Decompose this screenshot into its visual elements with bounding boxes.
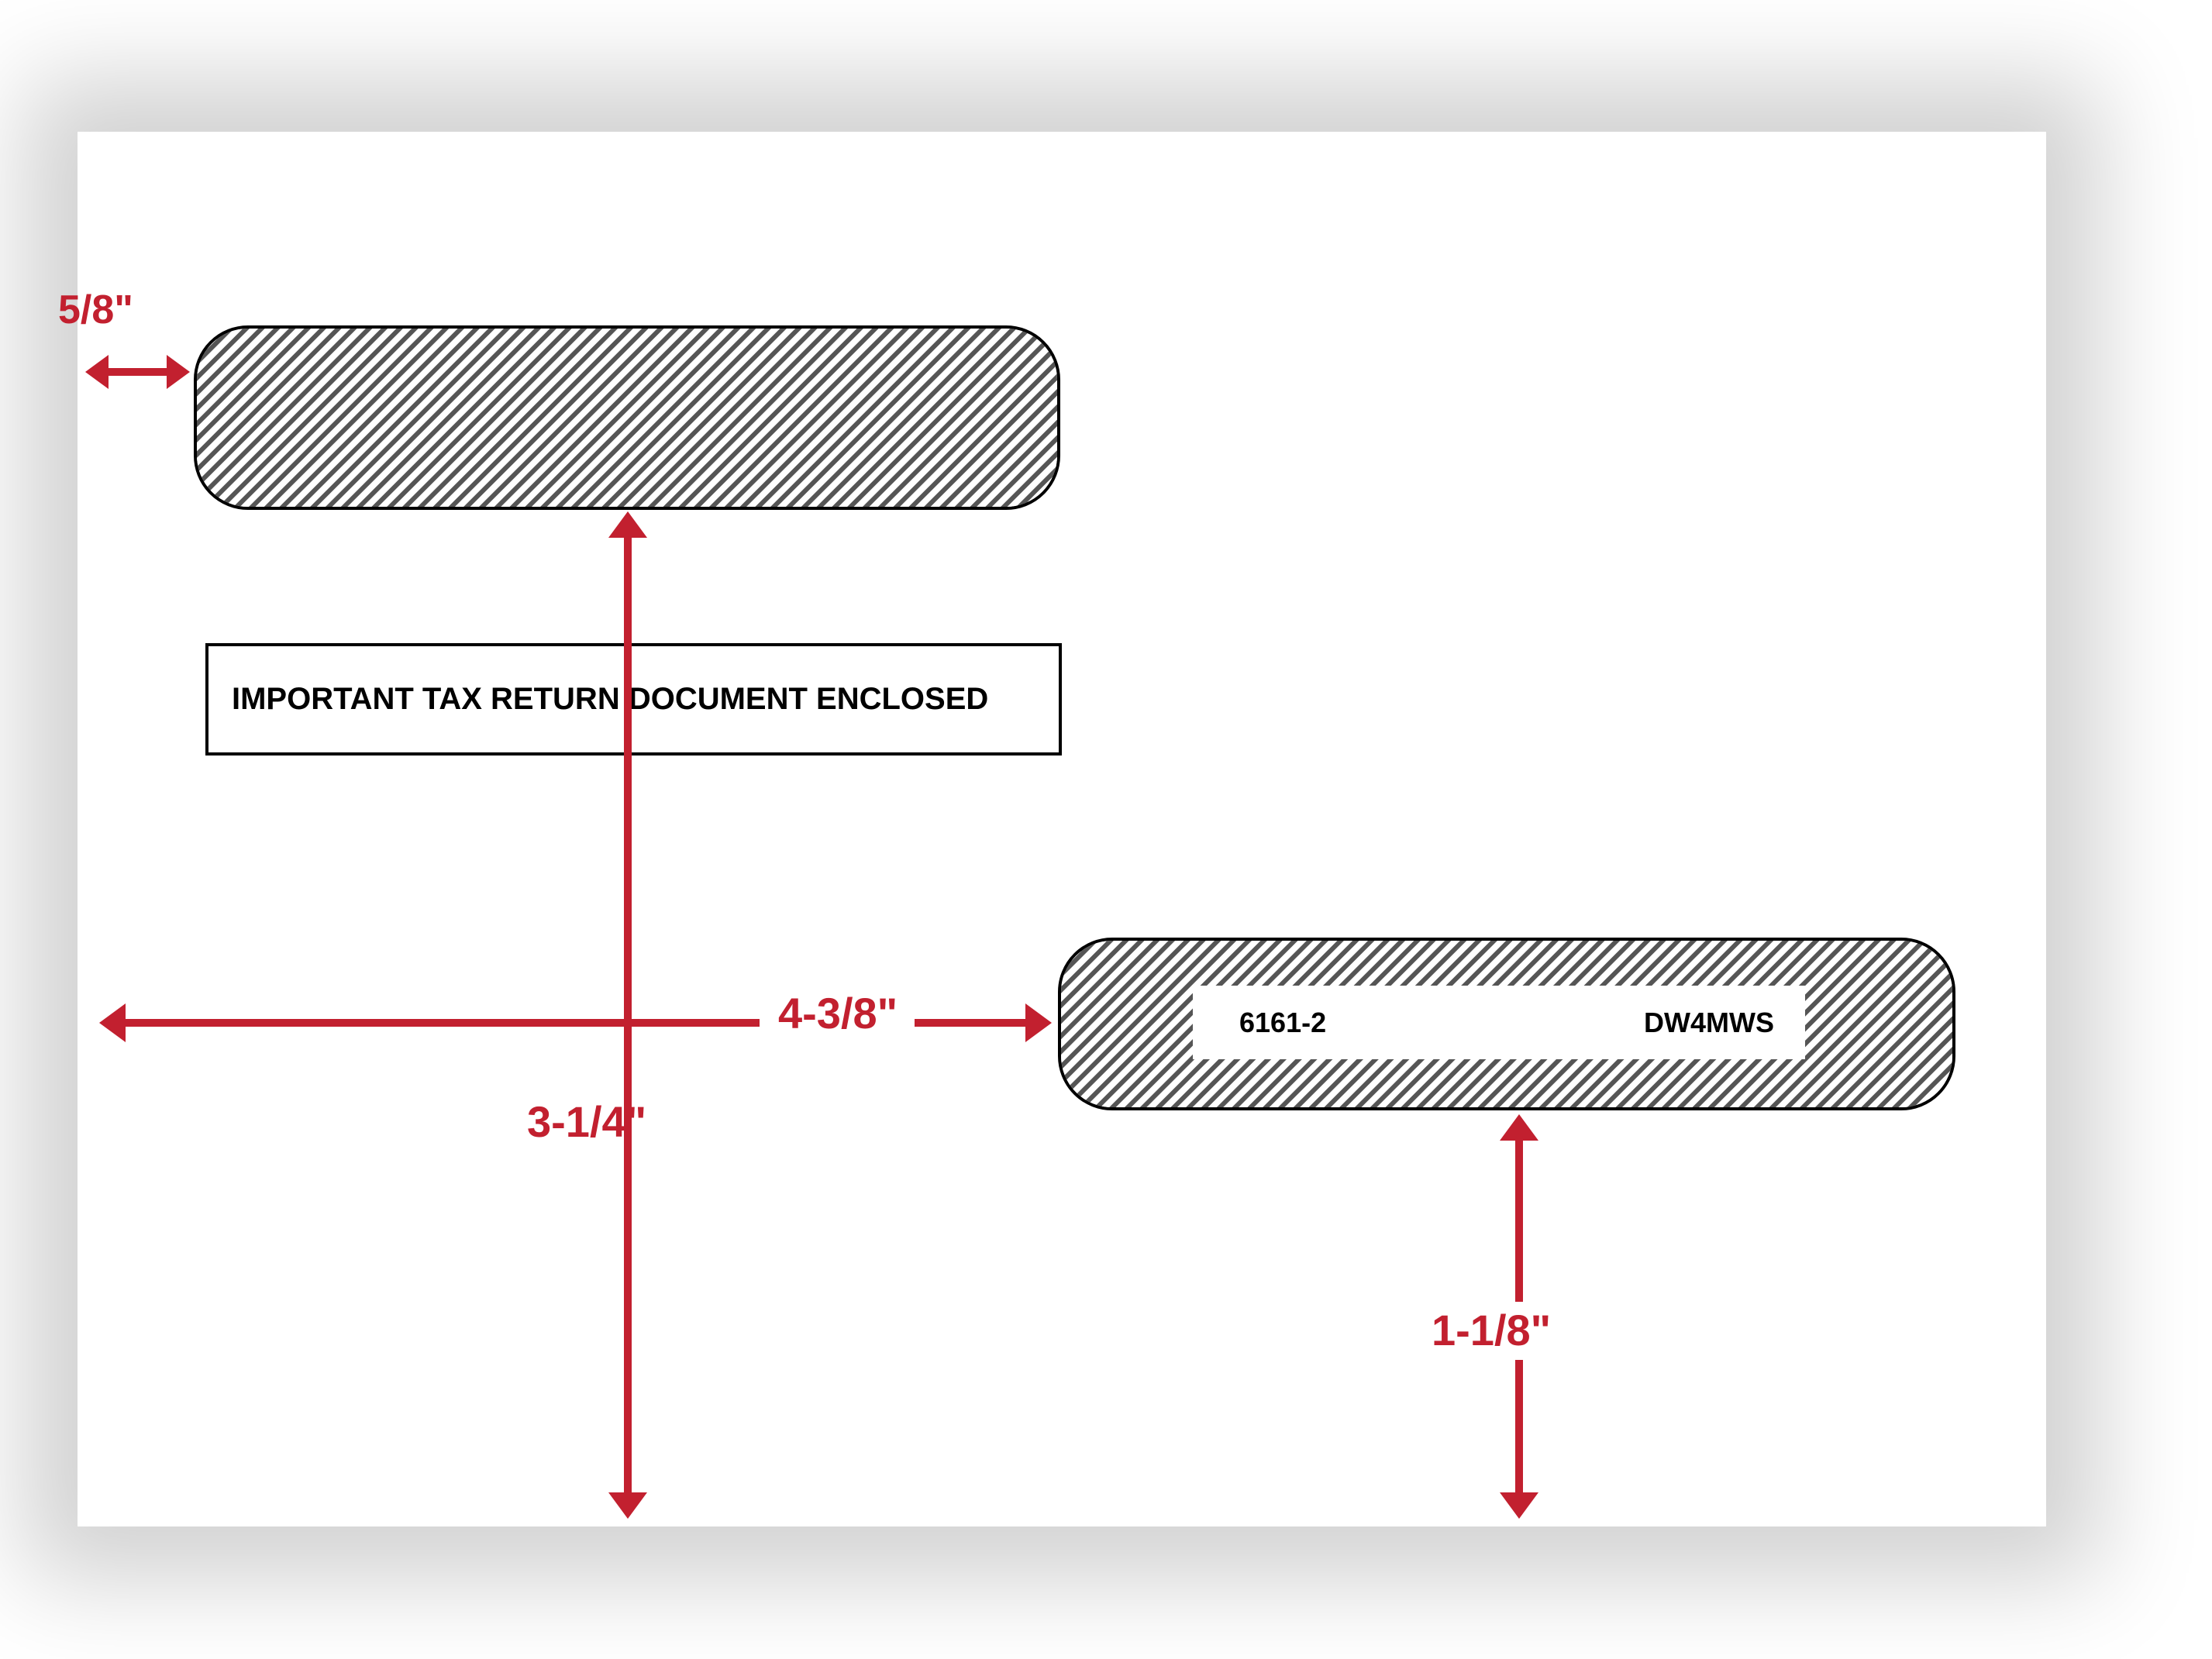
dim-1-1-8-head-bot <box>1500 1492 1538 1519</box>
product-code-left: 6161-2 <box>1239 1007 1326 1039</box>
dim-left-margin-label: 5/8" <box>58 287 133 333</box>
dim-4-3-8-head-r <box>1025 1003 1052 1042</box>
dim-4-3-8-label: 4-3/8" <box>767 988 908 1038</box>
dim-1-1-8-label: 1-1/8" <box>1422 1302 1560 1358</box>
window-top <box>194 325 1060 510</box>
product-code-right: DW4MWS <box>1644 1007 1774 1039</box>
dim-3-1-4-head-top <box>608 511 647 538</box>
dim-left-margin-head-r <box>167 355 190 389</box>
dim-left-margin-head-l <box>85 355 109 389</box>
window-bottom-label: 6161-2 DW4MWS <box>1193 986 1805 1059</box>
notice-box: IMPORTANT TAX RETURN DOCUMENT ENCLOSED <box>205 643 1062 755</box>
dim-1-1-8-head-top <box>1500 1114 1538 1141</box>
dim-4-3-8-head-l <box>99 1003 126 1042</box>
hatch-pattern-top <box>197 329 1057 507</box>
dim-3-1-4-line <box>624 535 632 1496</box>
dim-4-3-8-line-left <box>124 1019 760 1027</box>
dim-left-margin-line <box>105 368 170 376</box>
diagram-stage: IMPORTANT TAX RETURN DOCUMENT ENCLOSED 6… <box>0 0 2212 1659</box>
dim-4-3-8-line-right <box>915 1019 1027 1027</box>
dim-1-1-8-line-top <box>1515 1139 1523 1302</box>
dim-1-1-8-line-bot <box>1515 1360 1523 1496</box>
notice-text: IMPORTANT TAX RETURN DOCUMENT ENCLOSED <box>232 682 988 717</box>
window-bottom: 6161-2 DW4MWS <box>1058 938 1955 1110</box>
dim-3-1-4-head-bot <box>608 1492 647 1519</box>
